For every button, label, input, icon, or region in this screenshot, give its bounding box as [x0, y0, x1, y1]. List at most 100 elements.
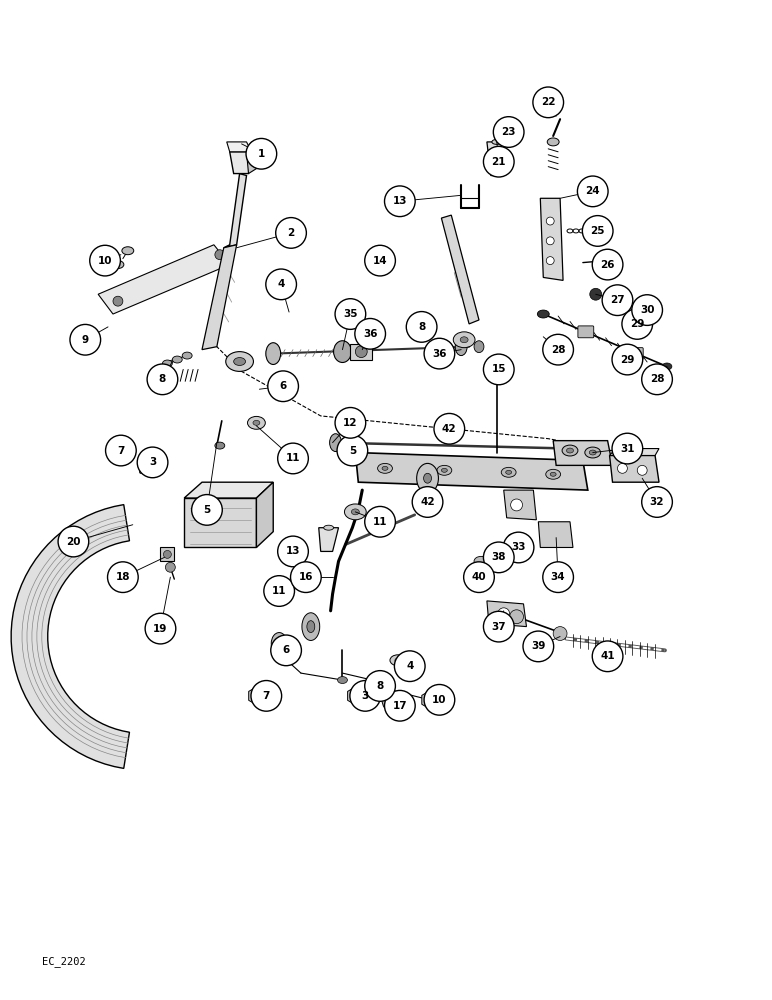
Ellipse shape	[437, 465, 452, 475]
Circle shape	[191, 495, 222, 525]
Circle shape	[592, 641, 623, 672]
Text: 24: 24	[585, 186, 600, 196]
Circle shape	[278, 536, 308, 567]
Text: 19: 19	[154, 624, 168, 634]
Ellipse shape	[562, 445, 578, 456]
Circle shape	[278, 443, 308, 474]
Circle shape	[147, 364, 178, 395]
Text: 13: 13	[393, 196, 407, 206]
Circle shape	[547, 237, 554, 245]
Circle shape	[637, 465, 647, 475]
Text: 8: 8	[418, 322, 425, 332]
Circle shape	[612, 344, 643, 375]
Text: 28: 28	[551, 345, 565, 355]
Circle shape	[335, 299, 366, 329]
Circle shape	[533, 87, 564, 118]
Text: 25: 25	[591, 226, 605, 236]
Circle shape	[590, 288, 601, 300]
Ellipse shape	[330, 434, 341, 452]
Polygon shape	[202, 245, 237, 350]
Text: 5: 5	[203, 505, 211, 515]
Ellipse shape	[162, 360, 172, 367]
Circle shape	[498, 608, 510, 620]
Ellipse shape	[253, 420, 260, 425]
Polygon shape	[185, 482, 273, 498]
Circle shape	[113, 296, 123, 306]
Ellipse shape	[492, 376, 502, 383]
Circle shape	[355, 346, 367, 358]
Circle shape	[412, 487, 443, 517]
Text: 34: 34	[550, 572, 565, 582]
Circle shape	[276, 218, 306, 248]
Text: 37: 37	[492, 622, 506, 632]
Circle shape	[642, 487, 672, 517]
Text: 38: 38	[492, 552, 506, 562]
Circle shape	[215, 250, 225, 260]
Circle shape	[350, 681, 381, 711]
Ellipse shape	[546, 469, 560, 479]
Circle shape	[483, 611, 514, 642]
Text: 42: 42	[442, 424, 456, 434]
Text: 9: 9	[82, 335, 89, 345]
FancyBboxPatch shape	[110, 448, 128, 461]
Polygon shape	[442, 215, 479, 324]
Circle shape	[577, 176, 608, 207]
Ellipse shape	[172, 356, 182, 363]
Ellipse shape	[442, 468, 447, 472]
Circle shape	[554, 627, 567, 640]
Polygon shape	[224, 174, 246, 248]
Text: 23: 23	[501, 127, 516, 137]
Polygon shape	[246, 142, 256, 174]
Text: 22: 22	[541, 97, 556, 107]
Ellipse shape	[594, 257, 604, 264]
Circle shape	[547, 217, 554, 225]
Circle shape	[543, 334, 574, 365]
Text: 11: 11	[286, 453, 300, 463]
FancyBboxPatch shape	[140, 459, 157, 473]
Text: 35: 35	[343, 309, 357, 319]
Text: 7: 7	[262, 691, 270, 701]
Ellipse shape	[234, 358, 245, 365]
Polygon shape	[98, 245, 230, 314]
Circle shape	[493, 117, 524, 147]
Ellipse shape	[378, 463, 392, 473]
Polygon shape	[256, 482, 273, 547]
Text: 5: 5	[349, 446, 356, 456]
Text: 18: 18	[116, 572, 130, 582]
Text: 30: 30	[640, 305, 655, 315]
Polygon shape	[540, 198, 563, 280]
Ellipse shape	[474, 556, 488, 566]
Text: 4: 4	[406, 661, 414, 671]
Text: 3: 3	[149, 457, 156, 467]
Circle shape	[592, 249, 623, 280]
Ellipse shape	[382, 466, 388, 470]
Ellipse shape	[215, 442, 225, 449]
Ellipse shape	[382, 689, 398, 711]
Ellipse shape	[589, 450, 596, 455]
Text: 33: 33	[511, 542, 526, 552]
Ellipse shape	[453, 332, 475, 348]
Polygon shape	[347, 687, 363, 705]
Text: 2: 2	[287, 228, 295, 238]
Circle shape	[384, 186, 415, 217]
Ellipse shape	[662, 363, 672, 370]
Text: 39: 39	[531, 641, 546, 651]
FancyBboxPatch shape	[628, 348, 643, 360]
Polygon shape	[538, 522, 573, 547]
Circle shape	[145, 613, 176, 644]
Circle shape	[246, 138, 276, 169]
Circle shape	[510, 499, 523, 511]
Text: 40: 40	[472, 572, 486, 582]
Ellipse shape	[302, 613, 320, 640]
Text: 42: 42	[420, 497, 435, 507]
Circle shape	[612, 433, 643, 464]
Polygon shape	[161, 547, 174, 561]
Ellipse shape	[122, 247, 134, 255]
Text: 28: 28	[650, 374, 664, 384]
Text: 13: 13	[286, 546, 300, 556]
Circle shape	[271, 635, 301, 666]
Polygon shape	[319, 528, 338, 551]
Circle shape	[424, 338, 455, 369]
Polygon shape	[487, 142, 506, 176]
Ellipse shape	[248, 416, 266, 429]
